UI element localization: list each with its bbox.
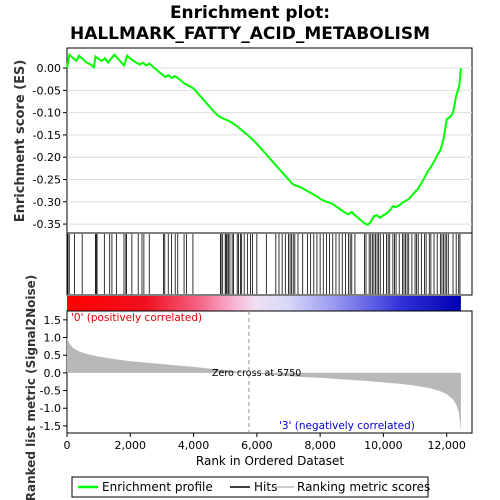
es-y-tick-label: 0.00 xyxy=(37,62,62,75)
metric-y-tick-label: 0.0 xyxy=(44,367,62,380)
es-y-tick-label: -0.25 xyxy=(33,174,61,187)
metric-y-tick-label: -1.0 xyxy=(40,402,61,415)
chart-title-line1: Enrichment plot: xyxy=(170,3,330,23)
metric-panel: 1.5 1.0 0.5 0.0 -0.5 -1.0 -1.5 '0' (positively… xyxy=(24,275,473,500)
x-tick-label: 12,000 xyxy=(427,439,466,452)
rank-gradient-bar xyxy=(67,296,461,311)
es-y-tick-label: -0.15 xyxy=(33,129,61,142)
x-tick-label: 10,000 xyxy=(364,439,403,452)
metric-y-axis-label: Ranked list metric (Signal2Noise) xyxy=(24,275,38,500)
x-axis-ticks: 0 2,000 4,000 6,000 8,000 10,000 12,000 xyxy=(64,433,466,452)
legend-label-ranking: Ranking metric scores xyxy=(297,480,430,494)
x-tick-label: 0 xyxy=(64,439,71,452)
es-y-tick-label: -0.20 xyxy=(33,151,61,164)
legend-label-hits: Hits xyxy=(254,480,277,494)
negative-correlation-label: '3' (negatively correlated) xyxy=(279,420,415,432)
hits-panel xyxy=(66,232,473,296)
es-panel: 0.00-0.05-0.10-0.15-0.20-0.25-0.30-0.35 … xyxy=(13,47,473,234)
hits-panel-frame xyxy=(66,232,473,296)
x-tick-label: 4,000 xyxy=(178,439,210,452)
x-tick-label: 6,000 xyxy=(241,439,273,452)
positive-correlation-label: '0' (positively correlated) xyxy=(71,312,202,324)
es-y-ticks: 0.00 -0.05 -0.10 -0.15 -0.20 -0.25 -0.30 -0.35 xyxy=(33,62,67,231)
x-axis-label: Rank in Ordered Dataset xyxy=(196,454,344,468)
x-tick-label: 2,000 xyxy=(115,439,147,452)
legend: Enrichment profile Hits Ranking metric s… xyxy=(71,476,430,498)
metric-y-tick-label: -0.5 xyxy=(40,385,61,398)
metric-y-tick-label: -1.5 xyxy=(40,420,61,433)
es-y-tick-label: -0.10 xyxy=(33,107,61,120)
metric-y-tick-label: 1.5 xyxy=(44,314,62,327)
es-y-axis-label: Enrichment score (ES) xyxy=(13,60,28,223)
hits-markers xyxy=(67,234,461,294)
es-y-tick-label: -0.05 xyxy=(33,84,61,97)
es-y-tick-label: -0.30 xyxy=(33,196,61,209)
metric-y-ticks: 1.5 1.0 0.5 0.0 -0.5 -1.0 -1.5 xyxy=(40,314,67,433)
es-panel-frame xyxy=(66,47,473,234)
chart-title-line2: HALLMARK_FATTY_ACID_METABOLISM xyxy=(70,24,430,44)
x-tick-label: 8,000 xyxy=(304,439,336,452)
metric-y-tick-label: 0.5 xyxy=(44,349,62,362)
zero-cross-label: Zero cross at 5750 xyxy=(212,368,301,379)
metric-y-tick-label: 1.0 xyxy=(44,332,62,345)
es-y-tick-label: -0.35 xyxy=(33,218,61,231)
legend-label-enrichment: Enrichment profile xyxy=(102,480,213,494)
enrichment-profile-line xyxy=(66,52,462,227)
rank-color-bar xyxy=(67,296,461,311)
